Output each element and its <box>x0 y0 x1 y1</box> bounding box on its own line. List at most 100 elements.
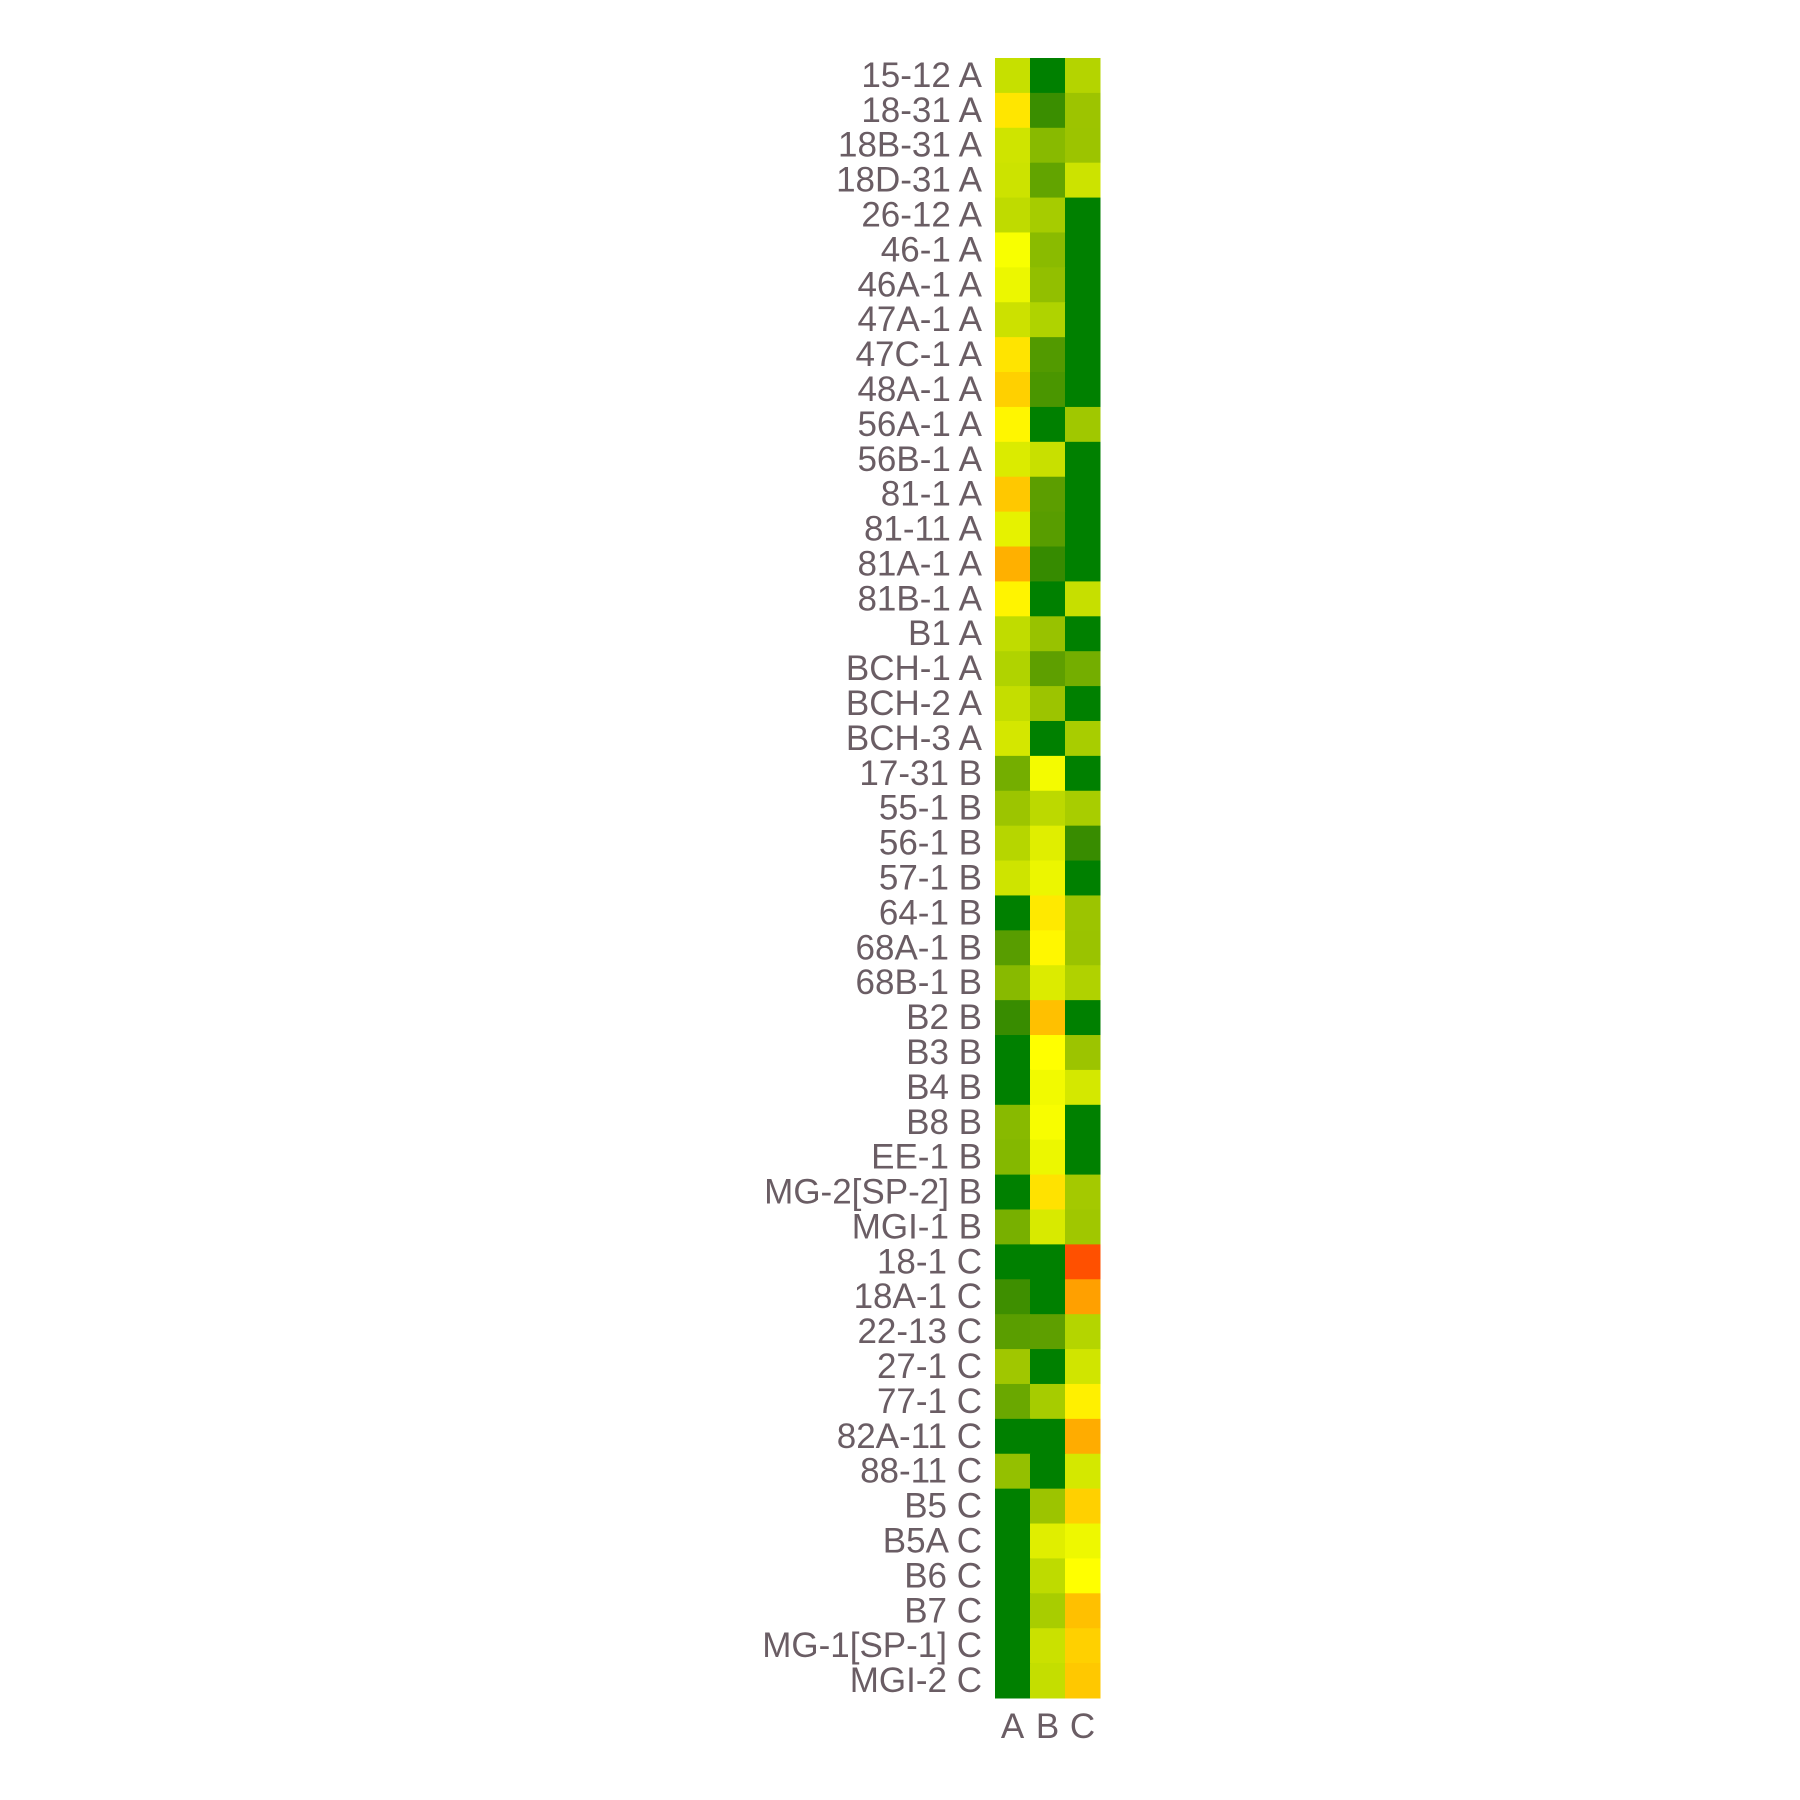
heatmap-cell <box>1030 686 1066 722</box>
heatmap-cell <box>1030 267 1066 303</box>
heatmap-cell <box>995 1488 1031 1525</box>
heatmap-cell <box>1065 1523 1101 1559</box>
row-label: 82A-11 C <box>837 1417 982 1456</box>
heatmap-cell <box>995 790 1031 827</box>
heatmap-cell <box>1065 406 1101 443</box>
heatmap-cell <box>995 372 1031 408</box>
heatmap-cell <box>1065 965 1101 1001</box>
heatmap-cell <box>1065 441 1101 478</box>
heatmap-cell <box>1030 372 1066 408</box>
heatmap-cell <box>1065 1558 1101 1594</box>
heatmap-cell <box>995 686 1031 722</box>
heatmap-cell <box>1065 1314 1101 1350</box>
heatmap-cell <box>1065 1035 1101 1071</box>
heatmap-cell <box>995 1523 1031 1559</box>
heatmap-cell <box>995 127 1031 164</box>
heatmap-cell <box>1030 1349 1066 1385</box>
heatmap-cell <box>995 581 1031 617</box>
heatmap-cell <box>1065 686 1101 722</box>
heatmap-cell <box>1065 92 1101 129</box>
heatmap-cell <box>1030 1069 1066 1106</box>
heatmap-cell <box>1030 162 1066 199</box>
heatmap-cell <box>1030 1418 1066 1455</box>
row-label: 68A-1 B <box>856 928 982 967</box>
heatmap-cell <box>995 1104 1031 1141</box>
heatmap-cell <box>1065 232 1101 268</box>
heatmap-cell <box>1065 1488 1101 1525</box>
row-label: 77-1 C <box>877 1382 982 1421</box>
heatmap-cell <box>1030 546 1066 582</box>
row-label: 81A-1 A <box>857 544 982 583</box>
heatmap-cell <box>1065 651 1101 687</box>
heatmap-cell <box>1065 755 1101 792</box>
row-label: 47A-1 A <box>857 300 982 339</box>
heatmap-cell <box>995 1209 1031 1245</box>
heatmap-cell <box>1065 1628 1101 1664</box>
heatmap-cell <box>995 1314 1031 1350</box>
heatmap-cell <box>1030 1488 1066 1525</box>
row-label: 81-11 A <box>864 510 983 549</box>
heatmap-cell <box>1030 1035 1066 1071</box>
row-label: 46A-1 A <box>857 265 982 304</box>
heatmap-cell <box>1065 1244 1101 1280</box>
heatmap-cell <box>1030 232 1066 268</box>
heatmap-cell <box>1030 1383 1066 1420</box>
heatmap-cell <box>995 825 1031 862</box>
row-label: 47C-1 A <box>856 335 983 374</box>
heatmap-cell <box>1030 720 1066 757</box>
column-label: B <box>1036 1707 1059 1746</box>
heatmap-cell <box>1030 616 1066 652</box>
heatmap-cell <box>995 1279 1031 1315</box>
heatmap-cell <box>1030 1593 1066 1629</box>
heatmap-cell <box>1065 790 1101 827</box>
heatmap-cell <box>995 441 1031 478</box>
heatmap-cell <box>995 651 1031 687</box>
heatmap-cell <box>1030 965 1066 1001</box>
row-label: 26-12 A <box>861 196 982 235</box>
heatmap-cell <box>1030 860 1066 896</box>
heatmap-cell <box>1065 616 1101 652</box>
heatmap-cell <box>1065 58 1101 94</box>
heatmap-cell <box>1030 1174 1066 1210</box>
heatmap-cell <box>995 92 1031 129</box>
row-label: 18-31 A <box>861 91 982 130</box>
heatmap-cell <box>995 1418 1031 1455</box>
heatmap-cell <box>1065 1663 1101 1699</box>
heatmap-cell <box>1030 1104 1066 1141</box>
heatmap-cell <box>1030 1000 1066 1036</box>
row-label: 56-1 B <box>879 824 982 863</box>
row-label: 57-1 B <box>879 859 982 898</box>
row-label: 56A-1 A <box>857 405 982 444</box>
row-label: 18B-31 A <box>838 126 983 165</box>
row-label: 55-1 B <box>879 789 982 828</box>
heatmap-cell <box>1030 406 1066 443</box>
row-label: 27-1 C <box>877 1347 982 1386</box>
heatmap-cell <box>1030 127 1066 164</box>
heatmap-cell <box>995 965 1031 1001</box>
heatmap-cell <box>995 1069 1031 1106</box>
row-label: 68B-1 B <box>856 963 982 1002</box>
row-label: B7 C <box>904 1591 982 1630</box>
row-label: MG-1[SP-1] C <box>762 1626 982 1665</box>
heatmap-cell <box>1065 581 1101 617</box>
heatmap-cell <box>1030 1209 1066 1245</box>
heatmap-cell <box>995 302 1031 338</box>
heatmap-cell <box>1065 1104 1101 1141</box>
heatmap-cell <box>1065 476 1101 513</box>
heatmap-cell <box>995 337 1031 373</box>
heatmap-cell <box>995 232 1031 268</box>
heatmap-cell <box>1065 720 1101 757</box>
heatmap-cell <box>1030 1628 1066 1664</box>
row-label: BCH-3 A <box>846 719 983 758</box>
heatmap-cell <box>1065 1593 1101 1629</box>
row-label: 18D-31 A <box>836 161 983 200</box>
row-label: EE-1 B <box>871 1138 982 1177</box>
heatmap-cell <box>1030 1279 1066 1315</box>
heatmap-cell <box>1065 337 1101 373</box>
row-label: B2 B <box>906 998 982 1037</box>
heatmap-cell <box>1030 92 1066 129</box>
heatmap-cell <box>995 1593 1031 1629</box>
heatmap-cell <box>995 930 1031 966</box>
heatmap-cell <box>1065 825 1101 862</box>
